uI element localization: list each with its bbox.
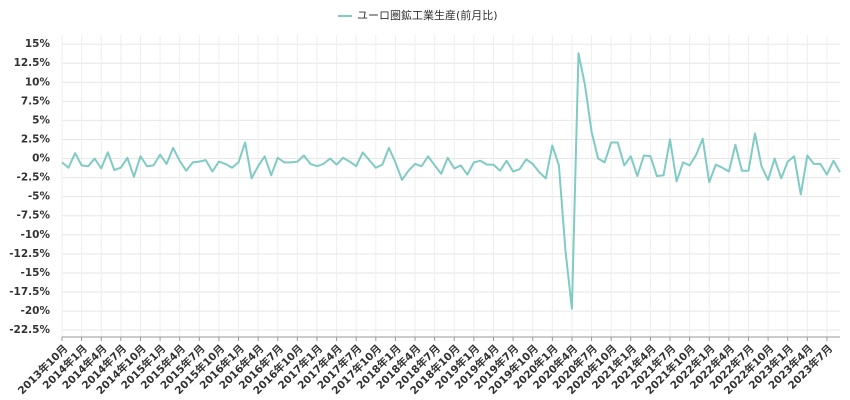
y-tick-label: -12.5%	[9, 248, 50, 260]
y-tick-label: -2.5%	[17, 172, 51, 184]
y-tick-label: 15%	[25, 38, 51, 50]
y-tick-label: -22.5%	[9, 324, 50, 336]
y-tick-label: -10%	[21, 229, 51, 241]
y-tick-label: -7.5%	[17, 210, 51, 222]
y-tick-label: 5%	[32, 114, 50, 126]
series-line	[61, 52, 841, 310]
y-tick-label: -17.5%	[9, 286, 50, 298]
y-tick-label: -15%	[21, 267, 51, 279]
y-tick-label: 2.5%	[21, 133, 51, 145]
y-tick-label: -20%	[21, 305, 51, 317]
y-tick-label: 0%	[32, 153, 50, 165]
y-tick-label: -5%	[28, 191, 51, 203]
plot-area	[62, 35, 840, 337]
y-tick-label: 12.5%	[14, 57, 51, 69]
legend-label: ユーロ圏鉱工業生産(前月比)	[357, 8, 498, 22]
y-tick-label: 7.5%	[21, 95, 51, 107]
y-tick-label: 10%	[25, 76, 51, 88]
